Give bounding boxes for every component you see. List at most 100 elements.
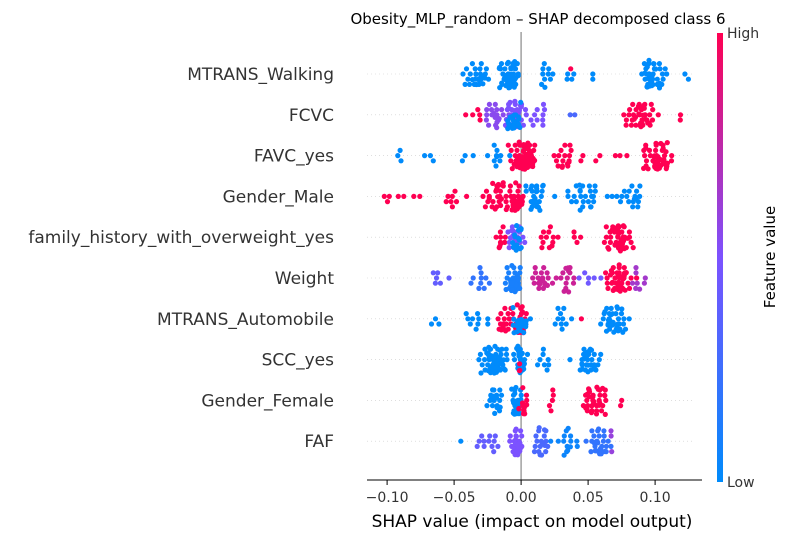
- data-point: [435, 270, 441, 276]
- data-point: [492, 410, 498, 416]
- data-point: [566, 289, 572, 295]
- data-point: [585, 369, 591, 375]
- data-point: [685, 76, 692, 82]
- data-point: [536, 285, 542, 291]
- data-point: [567, 357, 573, 363]
- data-point: [571, 234, 577, 240]
- data-point: [553, 158, 560, 164]
- data-point: [513, 112, 519, 118]
- data-point: [519, 433, 525, 439]
- data-point: [490, 199, 496, 205]
- data-point: [503, 346, 509, 352]
- data-point: [593, 439, 599, 445]
- data-point: [611, 329, 617, 335]
- data-point: [507, 84, 513, 90]
- data-point: [519, 309, 526, 315]
- data-point: [573, 199, 579, 205]
- data-point: [586, 386, 592, 392]
- data-point: [617, 199, 624, 205]
- data-point: [523, 311, 529, 317]
- data-point: [523, 392, 530, 398]
- data-point: [664, 71, 670, 77]
- data-point: [608, 443, 614, 449]
- data-point: [612, 242, 618, 248]
- data-point: [574, 438, 580, 444]
- feature-label: Gender_Male: [223, 187, 334, 207]
- data-point: [565, 188, 571, 194]
- data-point: [522, 166, 528, 172]
- data-point: [478, 280, 484, 286]
- data-point: [511, 194, 518, 200]
- data-point: [596, 433, 602, 439]
- data-point: [507, 433, 513, 439]
- data-point: [486, 101, 492, 107]
- data-point: [659, 71, 666, 77]
- data-point: [480, 81, 486, 87]
- data-point: [516, 183, 522, 189]
- data-point: [459, 158, 465, 164]
- data-point: [539, 440, 545, 447]
- data-point: [596, 402, 602, 408]
- x-tick-label: 0.10: [640, 490, 671, 506]
- data-point: [573, 183, 579, 189]
- data-point: [592, 188, 598, 194]
- data-point: [537, 207, 543, 213]
- data-point: [589, 357, 595, 363]
- data-point: [449, 193, 455, 199]
- data-point: [555, 438, 561, 444]
- data-point: [580, 199, 586, 205]
- data-point: [537, 357, 543, 363]
- data-point: [541, 433, 547, 439]
- data-point: [637, 183, 643, 189]
- data-point: [576, 275, 582, 281]
- x-tick-label: −0.10: [366, 490, 409, 506]
- data-point: [603, 224, 609, 230]
- data-point: [569, 76, 575, 82]
- data-point: [598, 408, 605, 414]
- data-point: [507, 188, 513, 194]
- data-point: [585, 280, 591, 286]
- data-point: [523, 188, 529, 194]
- data-point: [620, 329, 626, 335]
- data-point: [657, 80, 663, 86]
- data-point: [591, 399, 597, 405]
- data-point: [522, 107, 529, 113]
- data-point: [500, 224, 506, 230]
- data-point: [501, 316, 507, 322]
- data-point: [433, 275, 440, 281]
- data-point: [593, 158, 599, 164]
- data-point: [603, 234, 610, 240]
- data-point: [498, 327, 504, 333]
- data-point: [452, 188, 458, 194]
- data-point: [643, 145, 649, 151]
- data-point: [544, 367, 550, 373]
- data-point: [614, 325, 620, 331]
- data-point: [499, 80, 505, 86]
- data-point: [542, 84, 548, 90]
- data-point: [514, 164, 520, 170]
- data-point: [497, 85, 503, 91]
- data-point: [498, 392, 505, 398]
- data-points: [381, 57, 692, 458]
- data-point: [550, 234, 556, 240]
- data-point: [610, 287, 616, 293]
- data-point: [633, 270, 639, 276]
- data-point: [567, 142, 573, 148]
- data-point: [564, 76, 570, 82]
- data-point: [620, 238, 627, 244]
- data-point: [594, 384, 600, 390]
- data-point: [482, 357, 488, 363]
- data-point: [462, 81, 468, 87]
- data-point: [524, 402, 530, 408]
- data-point: [482, 75, 488, 81]
- data-point: [588, 410, 595, 416]
- data-point: [608, 428, 614, 434]
- data-point: [653, 140, 659, 146]
- data-point: [494, 154, 500, 160]
- data-point: [500, 112, 506, 118]
- data-point: [463, 311, 469, 317]
- colorbar-label: Feature value: [761, 206, 779, 308]
- data-point: [463, 66, 470, 72]
- data-point: [620, 244, 626, 250]
- data-point: [497, 158, 503, 164]
